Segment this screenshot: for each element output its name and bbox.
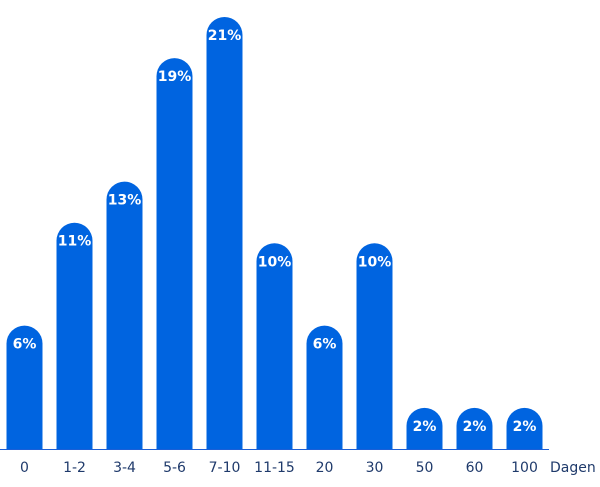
x-tick-label: 1-2 <box>63 460 86 476</box>
bar-5-6 <box>156 58 193 450</box>
bar-value-label: 6% <box>13 337 37 353</box>
bar-100 <box>506 407 543 449</box>
bar-value-label: 19% <box>158 69 192 85</box>
x-tick-label: 60 <box>466 460 484 476</box>
x-tick-label: 7-10 <box>209 460 241 476</box>
bar-value-label: 2% <box>413 419 437 435</box>
x-tick-labels: 0 1-2 3-4 5-6 7-10 11-15 20 30 50 60 100 <box>20 460 538 476</box>
x-tick-label: 20 <box>316 460 334 476</box>
x-tick-label: 11-15 <box>254 460 295 476</box>
bar-value-label: 2% <box>513 419 537 435</box>
x-tick-label: 3-4 <box>113 460 136 476</box>
x-tick-label: 0 <box>20 460 29 476</box>
x-tick-label: 30 <box>366 460 384 476</box>
bar-value-label: 10% <box>258 254 292 270</box>
x-axis-label: Dagen <box>550 460 596 476</box>
bars-group: 6% 11% 13% 19% 21% 10% 6% 10% 2% 2% 2% <box>6 17 543 450</box>
x-tick-label: 50 <box>416 460 434 476</box>
bar-30 <box>356 243 393 449</box>
bar-50 <box>406 407 443 449</box>
bar-60 <box>456 407 493 449</box>
bar-3-4 <box>106 181 143 450</box>
bar-20 <box>306 325 343 449</box>
bar-1-2 <box>56 222 93 449</box>
x-tick-label: 100 <box>511 460 538 476</box>
bar-7-10 <box>206 17 243 449</box>
bar-value-label: 10% <box>358 254 392 270</box>
bar-value-label: 13% <box>108 193 142 209</box>
bar-value-label: 21% <box>208 28 242 44</box>
bar-value-label: 6% <box>313 337 337 353</box>
bar-value-label: 11% <box>58 234 92 250</box>
bar-11-15 <box>256 243 293 449</box>
x-tick-label: 5-6 <box>163 460 186 476</box>
bar-value-label: 2% <box>463 419 487 435</box>
bar-0 <box>6 325 43 449</box>
